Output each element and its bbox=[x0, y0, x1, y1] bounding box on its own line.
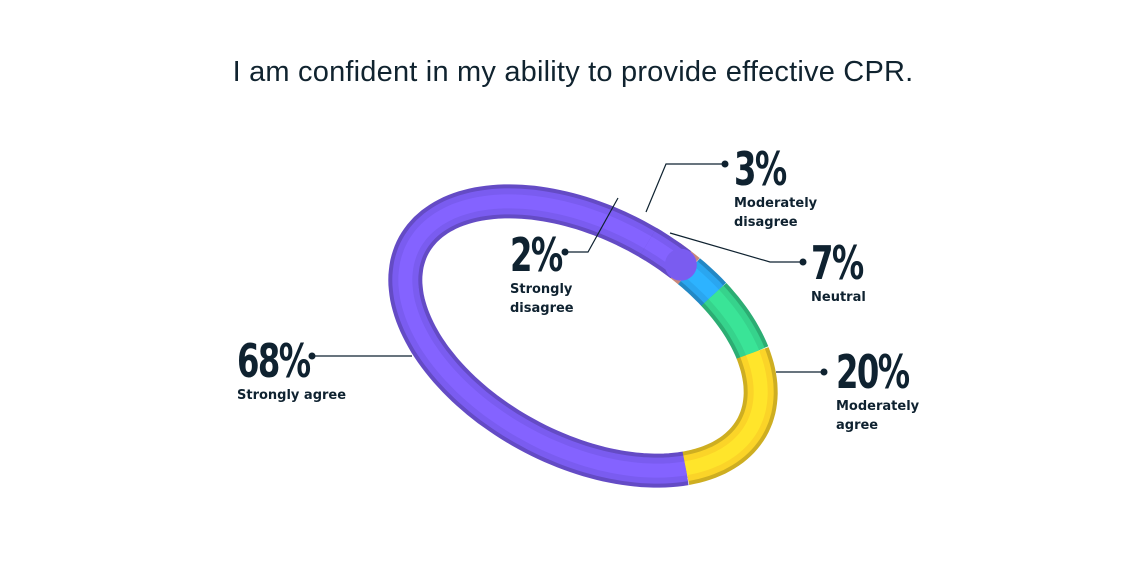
category-label: Strongly agree bbox=[237, 388, 347, 403]
leader-line-moderately-disagree bbox=[645, 163, 725, 213]
category-label: agree bbox=[836, 418, 879, 433]
category-label: Moderately bbox=[734, 196, 818, 211]
callout-neutral: 7% Neutral bbox=[811, 240, 877, 307]
ring-end-cap bbox=[664, 248, 697, 281]
chart-title: I am confident in my ability to provide … bbox=[232, 56, 914, 88]
callout-moderately-agree: 20% Moderately agree bbox=[836, 349, 929, 435]
ring-segment-shading bbox=[684, 265, 719, 300]
ring-segment-shading bbox=[708, 289, 760, 356]
callout-moderately-disagree: 3% Moderately disagree bbox=[734, 146, 817, 232]
percent-label: 7% bbox=[811, 236, 864, 290]
category-label: Strongly bbox=[510, 282, 573, 297]
callout-strongly-agree: 68% Strongly agree bbox=[237, 338, 346, 405]
leader-dot bbox=[799, 258, 807, 266]
leader-dot bbox=[820, 368, 828, 376]
callout-strongly-disagree: 2% Strongly disagree bbox=[510, 232, 576, 318]
leader-line-neutral bbox=[669, 232, 803, 263]
leader-dot bbox=[308, 352, 316, 360]
ring-segment-shading bbox=[398, 194, 687, 478]
ring-segment-shading bbox=[684, 350, 768, 476]
category-label: Neutral bbox=[811, 290, 866, 305]
leader-dot bbox=[561, 248, 569, 256]
category-label: Moderately bbox=[836, 399, 920, 414]
category-label: disagree bbox=[510, 301, 574, 316]
leader-dot bbox=[721, 160, 729, 168]
category-label: disagree bbox=[734, 215, 798, 230]
percent-label: 2% bbox=[510, 228, 563, 282]
leader-line-strongly-disagree bbox=[565, 197, 619, 253]
percent-label: 3% bbox=[734, 142, 787, 196]
percent-label: 68% bbox=[237, 334, 311, 388]
percent-label: 20% bbox=[836, 345, 910, 399]
